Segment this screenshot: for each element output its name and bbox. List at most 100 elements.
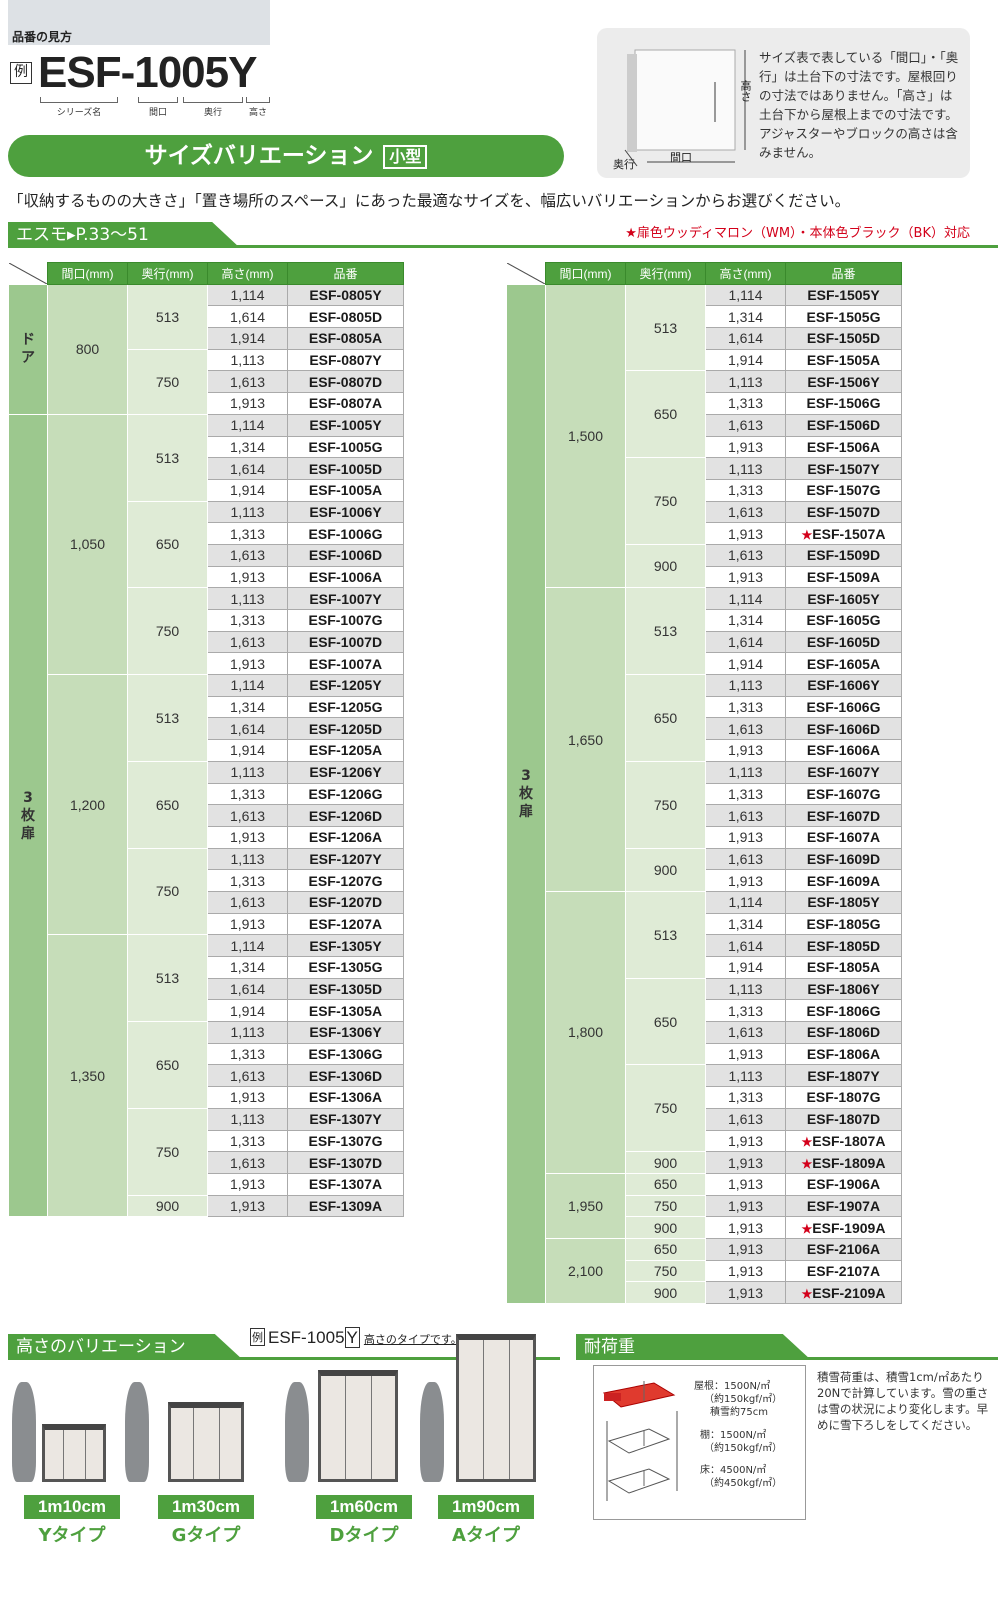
height-cell: 1,913 xyxy=(705,825,786,849)
table-row: 1,313 ESF-1507G xyxy=(507,478,902,502)
model-code-cell: ESF-1207A xyxy=(287,912,404,936)
height-cell: 1,113 xyxy=(207,760,288,784)
star-icon: ★ xyxy=(801,1134,813,1149)
model-code-cell: ESF-1005A xyxy=(287,478,404,502)
section-line xyxy=(8,245,998,248)
model-code: ESF-1805Y xyxy=(807,894,880,911)
roof-load-kgf: （約150kgf/㎡） xyxy=(704,1394,783,1405)
model-code-cell: ESF-1505Y xyxy=(785,283,902,307)
height-cell: 1,314 xyxy=(207,435,288,459)
model-code-cell: ESF-1006Y xyxy=(287,500,404,524)
table-row: 900 1,613 ESF-1509D xyxy=(507,543,902,589)
height-cell: 1,913 xyxy=(705,1151,786,1174)
depth-cell: 513 xyxy=(127,283,208,350)
model-code-cell: ESF-1307A xyxy=(287,1172,404,1196)
example-mark: 例 xyxy=(10,62,32,84)
table-row: 1,914 ESF-1805A xyxy=(507,956,902,979)
model-code: ESF-1005D xyxy=(308,460,383,477)
table-row: 1,613 ESF-1507D xyxy=(507,500,902,524)
model-code-cell: ESF-1205A xyxy=(287,739,404,762)
model-code-cell: ESF-0807D xyxy=(287,370,404,394)
height-cell: 1,113 xyxy=(207,587,288,610)
height-cell: 1,913 xyxy=(207,392,288,415)
section-bar: エスモ▸P.33〜51 xyxy=(8,222,998,248)
model-code: ESF-1807D xyxy=(806,1111,881,1128)
depth-cell: 513 xyxy=(127,934,208,1023)
height-cell: 1,914 xyxy=(207,999,288,1023)
model-code-cell: ESF-1309A xyxy=(287,1194,404,1218)
table-row: 1,800 513 1,114 ESF-1805Y xyxy=(507,890,902,1174)
howto-title: 品番の見方 xyxy=(12,30,73,44)
height-cell: 1,313 xyxy=(705,695,786,719)
underline-width xyxy=(138,97,178,103)
size-variation-banner: サイズバリエーション 小型 xyxy=(8,135,564,177)
color-note: ★扉色ウッディマロン（WM）・本体色ブラック（BK）対応 xyxy=(625,226,970,241)
model-code-cell: ESF-1606D xyxy=(785,717,902,741)
height-cell: 1,913 xyxy=(207,1086,288,1109)
model-code: ESF-2106A xyxy=(806,1241,881,1258)
model-code: ESF-1609A xyxy=(806,872,881,889)
height-cell: 1,313 xyxy=(207,782,288,806)
height-cell: 1,313 xyxy=(207,609,288,632)
height-cell: 1,314 xyxy=(705,305,786,329)
intro-text: 「収納するものの大きさ」「置き場所のスペース」にあった最適なサイズを、幅広いバリ… xyxy=(8,192,851,210)
height-cell: 1,913 xyxy=(207,825,288,849)
table-row: 1,913 ESF-1306A xyxy=(9,1086,404,1109)
model-code-cell: ESF-1605Y xyxy=(785,587,902,610)
label-width: 間口 xyxy=(148,108,167,118)
model-code: ESF-1509A xyxy=(806,568,881,585)
model-code-cell: ESF-1305G xyxy=(287,956,404,979)
model-code: ESF-1806G xyxy=(806,1002,881,1019)
model-code-cell: ESF-2106A xyxy=(785,1237,902,1261)
model-code-cell: ESF-1507Y xyxy=(785,457,902,480)
height-cell: 1,114 xyxy=(207,283,288,307)
model-code: ESF-1806Y xyxy=(807,981,880,998)
model-code: ESF-1306A xyxy=(308,1089,383,1106)
column-header: 品番 xyxy=(785,262,902,285)
model-code-cell: ESF-0807A xyxy=(287,392,404,415)
category-cell: 3枚扉 xyxy=(506,283,546,1305)
model-code: ESF-0805Y xyxy=(309,287,382,304)
model-code: ESF-1807Y xyxy=(807,1067,880,1084)
height-cell: 1,913 xyxy=(207,912,288,936)
model-code: ESF-1205A xyxy=(308,742,383,759)
model-code-cell: ESF-1006D xyxy=(287,543,404,567)
depth-cell: 900 xyxy=(625,1281,706,1304)
model-code: ESF-1006A xyxy=(308,568,383,585)
person-silhouette-icon xyxy=(12,1382,36,1482)
height-cell: 1,613 xyxy=(207,543,288,567)
model-code: ESF-1207Y xyxy=(309,850,382,867)
model-code-cell: ESF-1607A xyxy=(785,825,902,849)
height-cell: 1,314 xyxy=(705,912,786,936)
table-row: 1,314 ESF-1505G xyxy=(507,305,902,329)
model-code-cell: ESF-1505A xyxy=(785,348,902,372)
model-code-cell: ESF-1307G xyxy=(287,1129,404,1153)
height-cell: 1,114 xyxy=(207,674,288,697)
table-row: 1,913 ESF-1609A xyxy=(507,869,902,892)
model-code-cell: ESF-1305Y xyxy=(287,934,404,957)
model-code-cell: ESF-1206D xyxy=(287,804,404,827)
height-cell: 1,113 xyxy=(207,847,288,871)
model-code-cell: ESF-0805Y xyxy=(287,283,404,307)
model-code-cell: ESF-1806A xyxy=(785,1042,902,1066)
size-table-right: 間口(mm) 奥行(mm) 高さ(mm) 品番 3枚扉 1,500 513 1,114 ESF-… xyxy=(506,262,902,1305)
model-code-cell: ESF-0807Y xyxy=(287,348,404,372)
height-cell: 1,613 xyxy=(705,1107,786,1131)
model-code-cell: ESF-1606A xyxy=(785,739,902,762)
table-row: 1,613 ESF-1007D xyxy=(9,630,404,654)
width-cell: 1,800 xyxy=(545,890,626,1174)
width-cell: 1,650 xyxy=(545,587,626,892)
model-code-cell: ★ESF-1809A xyxy=(785,1151,902,1174)
table-row: ドア 800 513 1,114 ESF-0805Y xyxy=(8,283,404,415)
table-row: 1,613 ESF-1307D xyxy=(9,1151,404,1174)
depth-cell: 750 xyxy=(625,760,706,849)
height-cell: 1,114 xyxy=(705,283,786,307)
storage-shed-icon xyxy=(42,1424,106,1482)
table-row: 3枚扉 1,050 513 1,114 ESF-1005Y xyxy=(8,413,404,1218)
height-cell: 1,613 xyxy=(705,847,786,871)
type-label: Aタイプ xyxy=(452,1525,520,1546)
model-code-cell: ESF-1907A xyxy=(785,1194,902,1218)
depth-cell: 650 xyxy=(625,977,706,1066)
height-cell: 1,913 xyxy=(705,522,786,545)
depth-cell: 900 xyxy=(625,1216,706,1239)
